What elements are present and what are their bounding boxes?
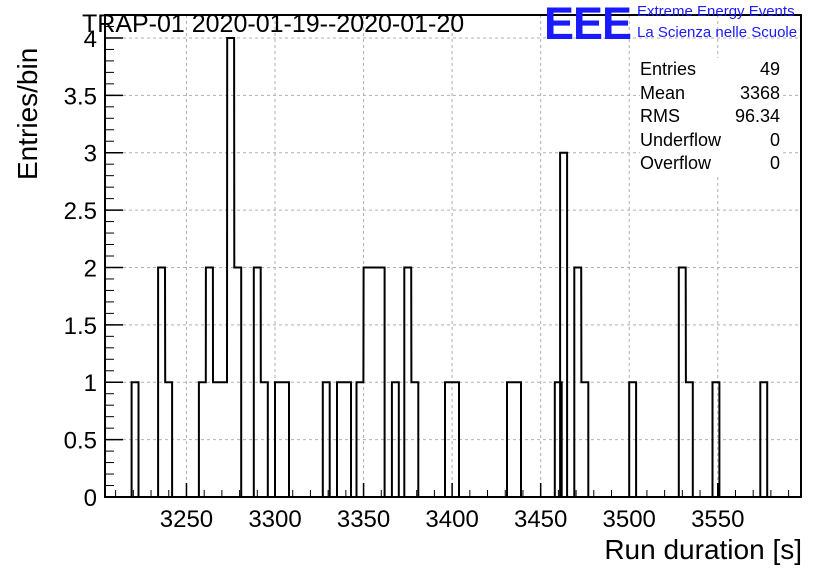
x-tick-label: 3400 [425, 506, 478, 533]
x-tick-label: 3300 [248, 506, 301, 533]
x-axis-label: Run duration [s] [604, 534, 802, 565]
y-axis-label-text: Entries/bin [12, 47, 43, 180]
stats-label: RMS [640, 106, 680, 127]
x-tick-label: 3250 [160, 506, 213, 533]
stats-row: RMS 96.34 [640, 105, 780, 129]
y-tick-label: 4 [84, 26, 97, 53]
stats-label: Mean [640, 82, 686, 103]
stats-label: Overflow [640, 153, 712, 174]
y-tick-label: 3.5 [64, 83, 97, 110]
eee-logo: EEE [544, 0, 632, 49]
logo-subtitle-1: Extreme Energy Events [637, 3, 795, 20]
y-tick-label: 0 [84, 485, 97, 512]
x-tick-label: 3550 [691, 506, 744, 533]
stats-row: Entries 49 [640, 58, 780, 82]
stats-row: Mean 3368 [640, 82, 780, 106]
chart-title: TRAP-01 2020-01-19--2020-01-20 [82, 10, 465, 38]
y-tick-label: 1 [84, 370, 97, 397]
logo-subtitle-2: La Scienza nelle Scuole [637, 24, 798, 41]
stats-box: Entries 49 Mean 3368 RMS 96.34 Underflow… [640, 58, 780, 176]
x-tick-label: 3450 [514, 506, 567, 533]
y-tick-label: 3 [84, 141, 97, 168]
stats-value: 3368 [739, 82, 780, 103]
stats-value: 0 [769, 153, 780, 174]
stats-value: 96.34 [734, 106, 780, 127]
x-tick-label: 3500 [603, 506, 656, 533]
x-tick-label: 3350 [337, 506, 390, 533]
stats-row: Overflow 0 [640, 152, 780, 176]
y-tick-label: 2.5 [64, 198, 97, 225]
stats-value: 49 [759, 59, 780, 79]
y-tick-label: 0.5 [64, 428, 97, 455]
axis-ticks: 0 0.5 1 1.5 2 2.5 3 3.5 4 3250 3300 3350 3400 3450 350… [64, 14, 790, 533]
stats-label: Entries [640, 59, 697, 79]
y-tick-label: 2 [84, 255, 97, 282]
stats-value: 0 [769, 129, 780, 150]
histogram-step-line [130, 37, 769, 498]
stats-row: Underflow 0 [640, 129, 780, 153]
y-tick-label: 1.5 [64, 313, 97, 340]
stats-label: Underflow [640, 129, 722, 150]
